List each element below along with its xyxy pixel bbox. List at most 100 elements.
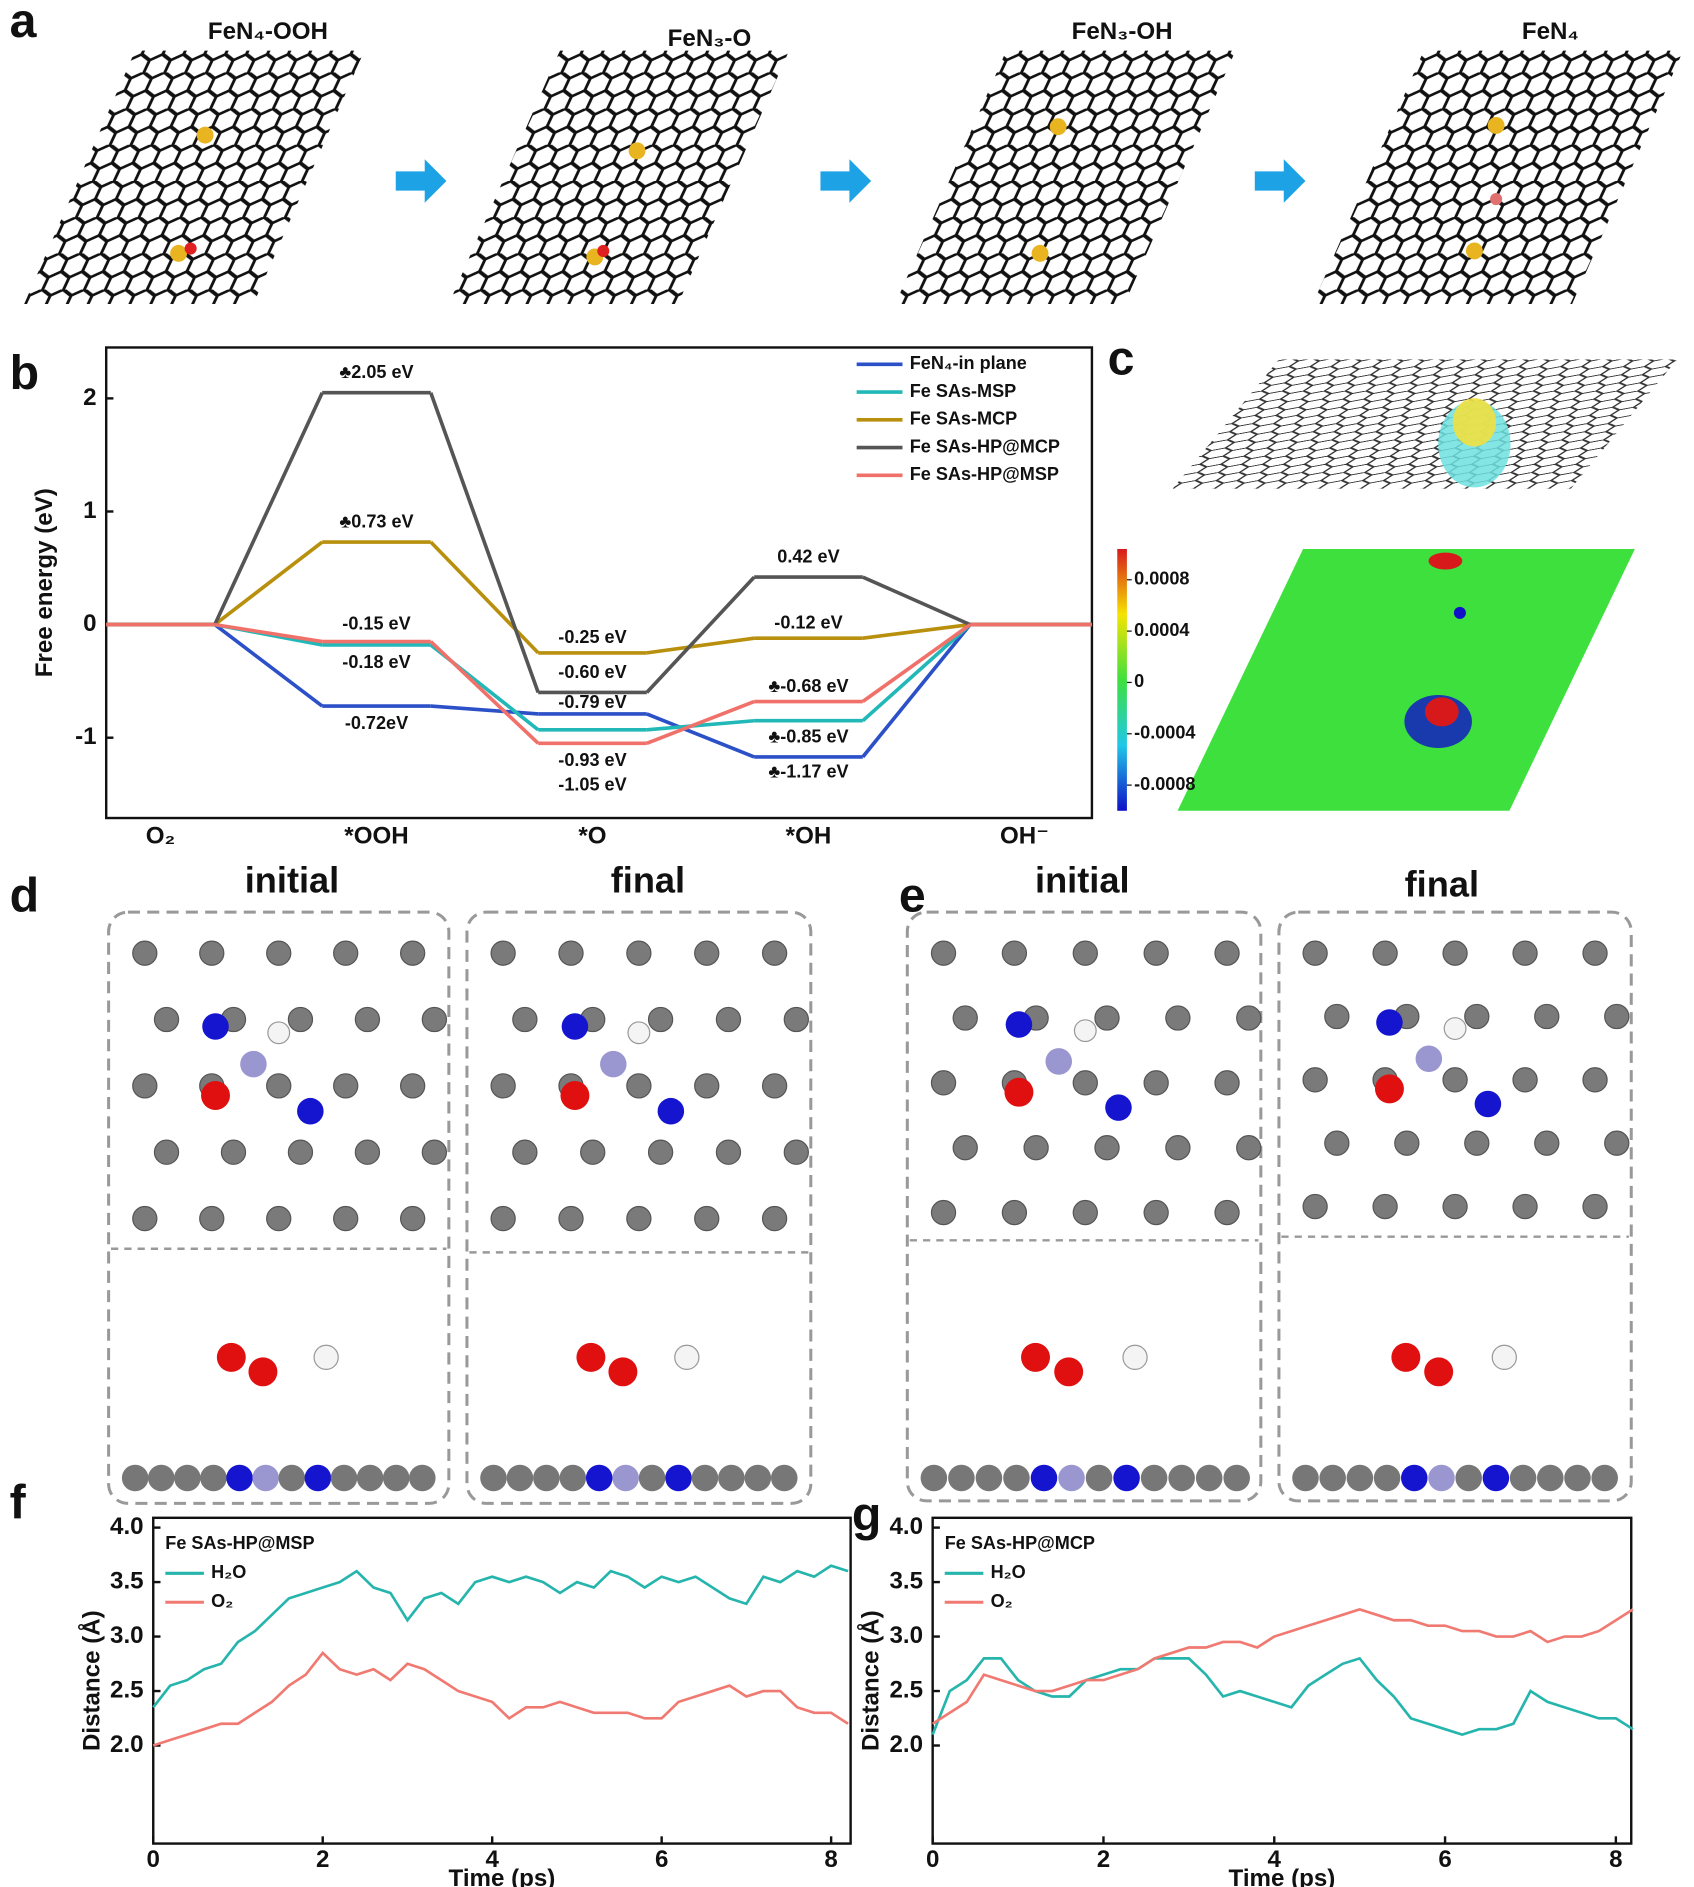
atom	[694, 1205, 720, 1232]
atom	[1376, 1009, 1403, 1036]
value-label: -0.15 eV	[342, 613, 410, 633]
graphene-sheet	[24, 50, 365, 305]
y-tick-label: 3.0	[889, 1622, 923, 1649]
level-connector	[646, 712, 755, 759]
atom	[560, 1081, 590, 1110]
x-tick-label: 4	[485, 1846, 499, 1873]
atom	[1582, 1067, 1608, 1093]
atom	[1512, 940, 1538, 966]
atom	[1537, 1464, 1564, 1492]
atom	[1021, 1342, 1050, 1372]
structure-title: FeN₄	[1522, 18, 1579, 45]
panel-e: initial final	[905, 860, 1633, 1503]
atom	[330, 1464, 358, 1492]
atom	[1165, 1135, 1191, 1161]
atom	[153, 1139, 180, 1165]
atom	[1030, 1464, 1058, 1492]
atom	[490, 1073, 516, 1099]
atom	[201, 1081, 230, 1110]
series-line	[152, 1650, 849, 1747]
atom	[1143, 1199, 1169, 1226]
legend-title: Fe SAs-HP@MCP	[945, 1533, 1095, 1553]
value-label: ♣2.05 eV	[339, 362, 413, 382]
atom	[626, 1073, 652, 1099]
atom	[1487, 117, 1505, 134]
level-connector	[646, 699, 755, 746]
atom	[1324, 1003, 1350, 1030]
series-line	[931, 1607, 1634, 1725]
atom	[121, 1464, 149, 1492]
atom	[1094, 1135, 1120, 1161]
atom	[1302, 940, 1328, 966]
atom	[1604, 1003, 1630, 1030]
series-line	[152, 1564, 849, 1709]
atom	[561, 1013, 589, 1040]
atom	[1072, 1070, 1098, 1096]
legend-label: Fe SAs-MSP	[910, 381, 1016, 401]
y-tick-label: 4.0	[110, 1513, 144, 1540]
legend-label: Fe SAs-MCP	[910, 409, 1017, 429]
atom	[674, 1344, 700, 1371]
charge-map	[1177, 548, 1635, 811]
panel-d: initial final	[107, 860, 813, 1505]
atom	[1140, 1464, 1168, 1492]
atom	[506, 1464, 534, 1492]
atom	[1236, 1005, 1262, 1031]
graphene-sheet	[895, 50, 1236, 305]
y-tick-label: 1	[83, 497, 96, 524]
level-connector	[213, 391, 324, 626]
heading: initial	[245, 860, 339, 901]
snapshot-box	[1277, 910, 1633, 1503]
atom	[1391, 1342, 1421, 1372]
atom	[287, 1139, 314, 1165]
atom	[1490, 193, 1503, 206]
x-tick-label: 0	[147, 1846, 160, 1873]
atom	[1072, 1199, 1098, 1226]
atom	[220, 1139, 247, 1165]
atom	[1512, 1193, 1538, 1220]
atom	[356, 1464, 384, 1492]
x-tick-label: 6	[655, 1846, 668, 1873]
atom	[1373, 1464, 1401, 1492]
atom	[313, 1344, 339, 1371]
atom	[1534, 1003, 1560, 1030]
y-tick-label: 3.5	[110, 1567, 144, 1594]
atom	[1214, 1070, 1240, 1096]
y-tick-label: 4.0	[889, 1513, 923, 1540]
atom	[1491, 1344, 1517, 1371]
atom	[930, 1199, 957, 1226]
atom	[1604, 1130, 1630, 1156]
atom	[287, 1006, 314, 1033]
atom	[490, 940, 516, 966]
atom	[1442, 1193, 1468, 1220]
atom	[1464, 1130, 1490, 1156]
snapshot-box	[905, 910, 1263, 1503]
atom	[512, 1139, 538, 1165]
atom	[694, 940, 720, 966]
atom	[1428, 1464, 1455, 1492]
level-connector	[429, 540, 540, 655]
arrow	[1254, 159, 1306, 203]
atom	[628, 142, 646, 160]
panel-label: a	[10, 0, 38, 48]
x-tick-label: 8	[824, 1846, 837, 1873]
colorbar	[1117, 548, 1127, 811]
atom	[1346, 1464, 1374, 1492]
value-label: ♣-0.68 eV	[768, 676, 848, 696]
atom	[952, 1005, 978, 1031]
atom	[647, 1006, 674, 1033]
structure-title: FeN₃-O	[668, 25, 752, 52]
atom	[248, 1357, 278, 1387]
atom	[600, 1050, 627, 1078]
atom	[199, 1205, 225, 1232]
atom	[718, 1464, 745, 1492]
atom	[1001, 1199, 1028, 1226]
graphene-sheet	[1312, 50, 1684, 305]
atom	[147, 1464, 175, 1492]
level-connector	[429, 392, 540, 694]
atom	[174, 1464, 201, 1492]
atom	[1004, 1077, 1034, 1107]
x-tick-label: 0	[926, 1846, 939, 1873]
y-axis-label: Distance (Å)	[857, 1610, 885, 1751]
heading: final	[1405, 863, 1479, 904]
